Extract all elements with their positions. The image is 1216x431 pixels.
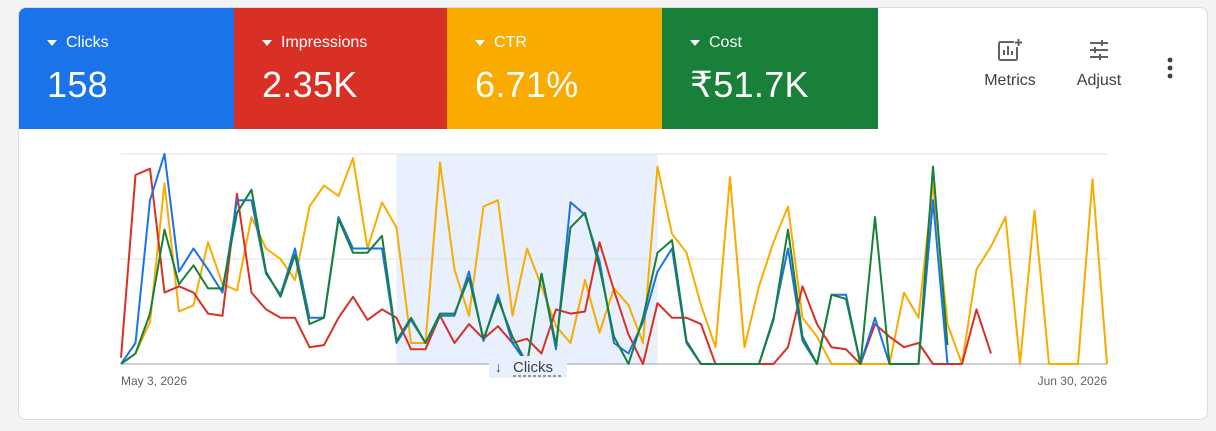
metric-tile-value: 2.35K <box>262 64 358 105</box>
metrics-button[interactable]: Metrics <box>978 38 1042 90</box>
metric-tile-label: Cost <box>709 34 742 51</box>
series-line-impressions <box>120 167 992 365</box>
performance-line-chart: ↓ Clicks May 3, 2026 Jun 30, 2026 <box>120 153 1108 388</box>
performance-card: Clicks 158 Impressions 2.35K CTR 6.71% C… <box>18 7 1208 420</box>
caret-down-icon <box>475 40 485 46</box>
caret-down-icon <box>690 40 700 46</box>
chart-series <box>120 153 1108 365</box>
metric-tile-ctr[interactable]: CTR 6.71% <box>447 8 662 129</box>
tune-icon <box>1090 40 1108 60</box>
metric-tile-impressions[interactable]: Impressions 2.35K <box>234 8 447 129</box>
metric-tiles: Clicks 158 Impressions 2.35K CTR 6.71% C… <box>19 8 878 129</box>
caret-down-icon <box>262 40 272 46</box>
metric-tile-value: ₹51.7K <box>690 64 809 105</box>
caret-down-icon <box>47 40 57 46</box>
more-options-button[interactable] <box>1158 56 1182 80</box>
metric-tile-header: Clicks <box>47 34 109 52</box>
metrics-label: Metrics <box>984 72 1036 89</box>
adjust-button[interactable]: Adjust <box>1068 38 1130 90</box>
metric-tile-label: Clicks <box>66 34 109 51</box>
metric-tile-value: 6.71% <box>475 64 579 105</box>
metric-tile-header: Cost <box>690 34 742 52</box>
metric-tile-clicks[interactable]: Clicks 158 <box>19 8 234 129</box>
highlight-label-text: Clicks <box>513 359 553 376</box>
metric-tile-header: CTR <box>475 34 527 52</box>
chart-add-icon <box>998 38 1023 61</box>
metric-tile-label: CTR <box>494 34 527 51</box>
metric-tile-label: Impressions <box>281 34 368 51</box>
x-axis-end-label: Jun 30, 2026 <box>1038 374 1108 388</box>
more-vert-icon <box>1167 57 1173 79</box>
metric-tile-cost[interactable]: Cost ₹51.7K <box>662 8 878 129</box>
adjust-label: Adjust <box>1076 72 1122 89</box>
metric-tile-header: Impressions <box>262 34 367 52</box>
series-line-cost <box>120 165 949 365</box>
metric-tile-value: 158 <box>47 64 108 105</box>
highlight-label[interactable]: ↓ Clicks <box>489 356 567 378</box>
x-axis-start-label: May 3, 2026 <box>121 374 187 388</box>
highlight-label-background <box>489 356 567 378</box>
arrow-down-icon: ↓ <box>495 359 502 375</box>
